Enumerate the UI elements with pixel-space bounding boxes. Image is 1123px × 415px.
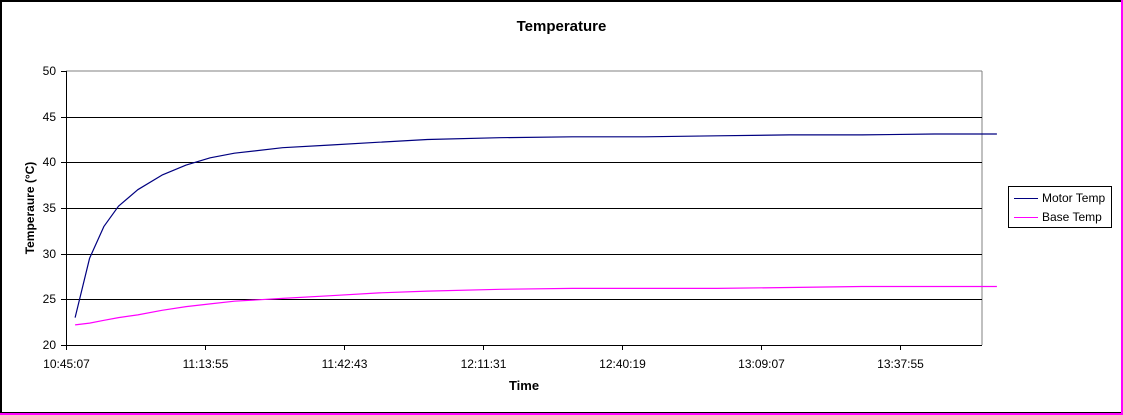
series-motor-temp xyxy=(74,133,997,318)
x-tick-label: 11:13:55 xyxy=(182,357,229,371)
gridlines xyxy=(66,70,983,345)
chart-title: Temperature xyxy=(516,18,607,35)
legend-label-motor: Motor Temp xyxy=(1042,191,1106,205)
y-tick-label: 25 xyxy=(42,291,56,306)
x-axis-label: Time xyxy=(508,378,540,393)
legend-item-motor-temp: Motor Temp xyxy=(1014,190,1105,206)
x-tick-label: 11:42:43 xyxy=(321,357,368,371)
x-tick-label: 12:11:31 xyxy=(460,357,507,371)
x-tick-label: 13:09:07 xyxy=(738,357,785,371)
series-lines xyxy=(74,133,997,326)
y-tick-label: 35 xyxy=(42,200,56,215)
axes xyxy=(61,71,982,350)
y-tick-label: 40 xyxy=(42,154,56,169)
y-tick-label: 30 xyxy=(42,246,56,261)
y-tick-label: 45 xyxy=(42,109,56,124)
y-tick-label: 20 xyxy=(42,337,56,352)
legend: Motor Temp Base Temp xyxy=(1008,186,1112,228)
legend-swatch-base xyxy=(1014,216,1038,218)
y-tick-label: 50 xyxy=(42,63,56,78)
legend-swatch-motor xyxy=(1014,197,1038,199)
series-base-temp xyxy=(75,285,997,326)
x-tick-label: 13:37:55 xyxy=(877,357,924,371)
frame-accent-right xyxy=(1121,0,1123,415)
legend-label-base: Base Temp xyxy=(1042,210,1102,224)
x-tick-label: 12:40:19 xyxy=(599,357,646,371)
frame-accent-bottom xyxy=(0,413,1123,415)
x-tick-label: 10:45:07 xyxy=(43,357,90,371)
legend-item-base-temp: Base Temp xyxy=(1014,209,1102,225)
